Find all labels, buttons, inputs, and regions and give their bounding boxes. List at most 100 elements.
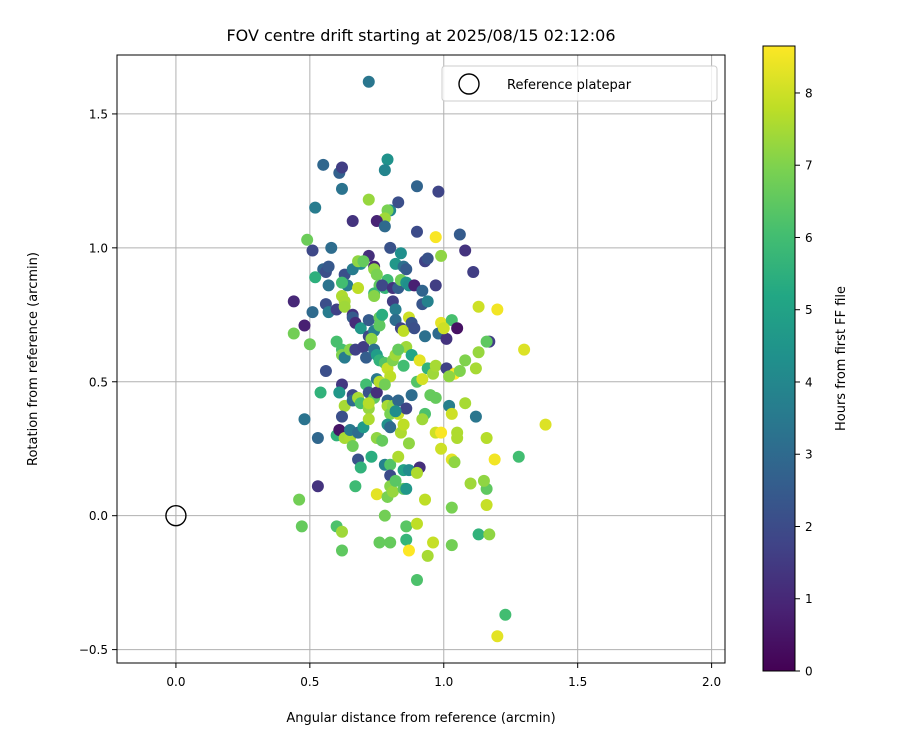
x-tick-label: 2.0	[702, 675, 721, 689]
data-point	[480, 335, 493, 348]
data-point	[480, 498, 493, 511]
plot-area	[116, 54, 726, 664]
data-point	[402, 544, 415, 557]
data-point	[405, 389, 418, 402]
colorbar-tick-label: 7	[805, 159, 813, 173]
data-point	[362, 314, 375, 327]
data-point	[365, 450, 378, 463]
data-point	[311, 480, 324, 493]
data-point	[477, 474, 490, 487]
data-point	[378, 378, 391, 391]
data-point	[427, 536, 440, 549]
data-point	[376, 279, 389, 292]
data-point	[365, 332, 378, 345]
data-point	[386, 485, 399, 498]
data-point	[432, 185, 445, 198]
data-point	[491, 303, 504, 316]
y-axis-ticks: −0.5 0.0 0.5 1.0 1.5	[79, 107, 117, 657]
data-point	[445, 407, 458, 420]
x-tick-label: 0.0	[166, 675, 185, 689]
data-point	[293, 493, 306, 506]
data-point	[453, 228, 466, 241]
colorbar: 0 1 2 3 4 5 6 7 8 Hours from first FF file	[762, 45, 849, 679]
data-point	[539, 418, 552, 431]
data-point	[362, 75, 375, 88]
data-point	[451, 322, 464, 335]
data-point	[394, 247, 407, 260]
data-point	[378, 509, 391, 522]
data-point	[314, 386, 327, 399]
data-point	[469, 362, 482, 375]
data-point	[373, 319, 386, 332]
colorbar-tick-label: 4	[805, 375, 813, 389]
data-point	[384, 536, 397, 549]
data-point	[419, 493, 432, 506]
data-point	[491, 630, 504, 643]
legend-reference-marker	[458, 73, 480, 95]
data-point	[362, 413, 375, 426]
y-tick-label: 1.5	[89, 107, 108, 121]
data-point	[400, 520, 413, 533]
data-point	[410, 573, 423, 586]
data-point	[360, 351, 373, 364]
y-tick-label: 0.0	[89, 509, 108, 523]
data-point	[400, 533, 413, 546]
data-point	[370, 386, 383, 399]
data-point	[445, 539, 458, 552]
data-point	[435, 426, 448, 439]
data-point	[429, 279, 442, 292]
y-tick-label: 0.5	[89, 375, 108, 389]
data-point	[518, 343, 531, 356]
data-point	[378, 220, 391, 233]
colorbar-label: Hours from first FF file	[834, 286, 849, 431]
data-point	[346, 215, 359, 228]
data-point	[389, 405, 402, 418]
data-point	[335, 525, 348, 538]
grid-lines	[117, 55, 725, 663]
data-point	[472, 528, 485, 541]
data-point	[335, 410, 348, 423]
data-point	[429, 359, 442, 372]
data-point	[301, 233, 314, 246]
data-point	[488, 453, 501, 466]
data-point	[421, 295, 434, 308]
data-point	[397, 418, 410, 431]
data-point	[397, 324, 410, 337]
data-point	[445, 501, 458, 514]
data-point	[435, 442, 448, 455]
data-point	[295, 520, 308, 533]
data-point	[467, 265, 480, 278]
colorbar-tick-label: 3	[805, 448, 813, 462]
data-point	[413, 354, 426, 367]
legend: Reference platepar	[441, 65, 718, 102]
data-point	[472, 300, 485, 313]
data-point	[368, 290, 381, 303]
data-point	[389, 303, 402, 316]
data-point	[325, 241, 338, 254]
x-axis-ticks: 0.0 0.5 1.0 1.5 2.0	[166, 663, 721, 689]
colorbar-tick-label: 8	[805, 86, 813, 100]
data-point	[298, 413, 311, 426]
data-point	[322, 279, 335, 292]
data-point	[309, 271, 322, 284]
data-point	[400, 402, 413, 415]
legend-entry-reference: Reference platepar	[507, 78, 632, 93]
data-point	[303, 338, 316, 351]
data-point	[448, 456, 461, 469]
data-point	[453, 365, 466, 378]
data-point	[357, 340, 370, 353]
colorbar-tick-label: 5	[805, 303, 813, 317]
data-point	[480, 432, 493, 445]
data-point	[410, 517, 423, 530]
x-tick-label: 1.5	[568, 675, 587, 689]
y-tick-label: −0.5	[79, 643, 108, 657]
data-point	[459, 354, 472, 367]
data-point	[309, 201, 322, 214]
data-point	[416, 413, 429, 426]
data-point	[376, 434, 389, 447]
data-point	[298, 319, 311, 332]
data-point	[469, 410, 482, 423]
data-point	[357, 255, 370, 268]
data-point	[287, 327, 300, 340]
